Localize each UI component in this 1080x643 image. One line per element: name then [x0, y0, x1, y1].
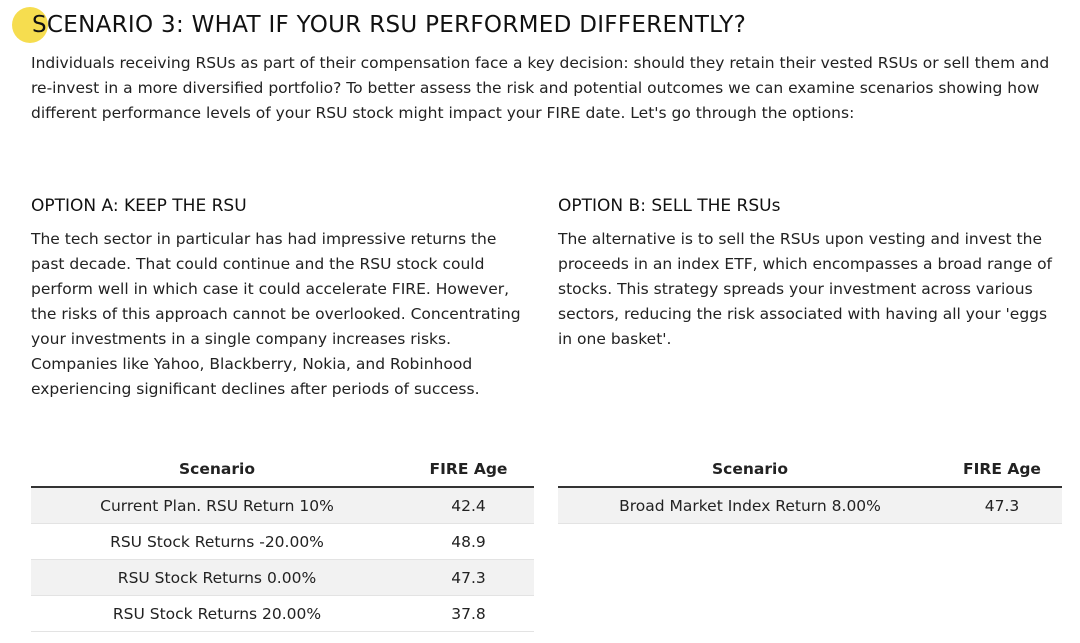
column-header: FIRE Age — [942, 452, 1062, 488]
fire-age-cell: 48.9 — [403, 523, 534, 560]
column-header: Scenario — [31, 452, 403, 488]
scenario-cell: RSU Stock Returns 20.00% — [31, 595, 403, 632]
page-title: SCENARIO 3: WHAT IF YOUR RSU PERFORMED D… — [32, 12, 747, 38]
table-row: RSU Stock Returns 20.00% 37.8 — [31, 595, 534, 632]
scenario-cell: Broad Market Index Return 8.00% — [558, 487, 942, 524]
option-b-body: The alternative is to sell the RSUs upon… — [558, 230, 1053, 348]
scenario-cell: RSU Stock Returns 0.00% — [31, 559, 403, 596]
scenario-cell: RSU Stock Returns -20.00% — [31, 523, 403, 560]
cursor-highlight — [12, 7, 48, 43]
fire-age-cell: 37.8 — [403, 595, 534, 632]
table-row: Current Plan. RSU Return 10% 42.4 — [31, 487, 534, 524]
intro-paragraph: Individuals receiving RSUs as part of th… — [31, 54, 1050, 122]
table-row: RSU Stock Returns 0.00% 47.3 — [31, 559, 534, 596]
option-a-heading: OPTION A: KEEP THE RSU — [31, 196, 247, 216]
column-header: Scenario — [558, 452, 942, 488]
fire-age-cell: 42.4 — [403, 487, 534, 524]
option-b-table: Scenario FIRE Age Broad Market Index Retu… — [558, 452, 1062, 524]
fire-age-cell: 47.3 — [942, 487, 1062, 524]
table-row: Broad Market Index Return 8.00% 47.3 — [558, 487, 1062, 524]
column-header: FIRE Age — [403, 452, 534, 488]
option-a-table: Scenario FIRE Age Current Plan. RSU Retur… — [31, 452, 534, 632]
table-row: RSU Stock Returns -20.00% 48.9 — [31, 523, 534, 560]
option-a-section: OPTION A: KEEP THE RSU The tech sector i… — [31, 193, 531, 402]
option-a-body: The tech sector in particular has had im… — [31, 230, 521, 398]
option-b-section: OPTION B: SELL THE RSUs The alternative … — [558, 193, 1058, 352]
fire-age-cell: 47.3 — [403, 559, 534, 596]
option-b-heading: OPTION B: SELL THE RSUs — [558, 196, 781, 216]
scenario-cell: Current Plan. RSU Return 10% — [31, 487, 403, 524]
